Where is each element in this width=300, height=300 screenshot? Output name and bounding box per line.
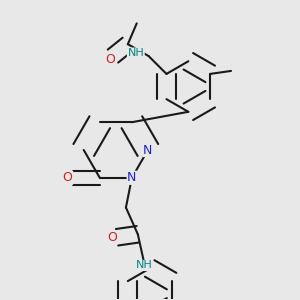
Text: N: N [143,143,153,157]
Text: O: O [63,171,73,184]
Text: O: O [108,231,118,244]
Text: O: O [105,52,115,65]
Text: N: N [127,171,136,184]
Text: NH: NH [128,48,144,58]
Text: NH: NH [135,260,152,271]
